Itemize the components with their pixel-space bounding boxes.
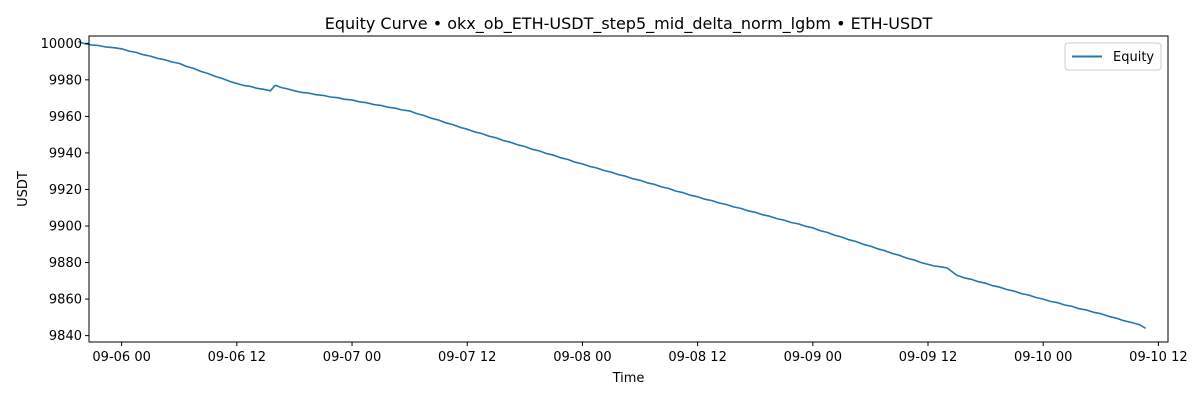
axes-frame xyxy=(88,35,1169,343)
x-tick-label: 09-07 00 xyxy=(323,350,381,365)
x-tick-label: 09-06 12 xyxy=(208,350,266,365)
y-tick-label: 9940 xyxy=(49,146,82,161)
y-tick-label: 9840 xyxy=(49,329,82,344)
y-axis-title: USDT xyxy=(16,171,31,207)
legend-box xyxy=(1064,42,1162,71)
x-tick-label: 09-10 12 xyxy=(1129,350,1187,365)
y-axis: 9840 9860 9880 9900 9920 9940 9960 9980 10000 xyxy=(41,37,89,344)
x-tick-label: 09-08 12 xyxy=(668,350,726,365)
y-tick-label: 9980 xyxy=(49,73,82,88)
x-tick-label: 09-06 00 xyxy=(92,350,150,365)
x-tick-label: 09-07 12 xyxy=(438,350,496,365)
chart-title: Equity Curve • okx_ob_ETH-USDT_step5_mid… xyxy=(325,14,933,34)
x-tick-label: 09-09 00 xyxy=(784,350,842,365)
x-axis: 09-06 00 09-06 12 09-07 00 09-07 12 09-08 00… xyxy=(92,342,1188,365)
legend-label-equity: Equity xyxy=(1113,50,1154,65)
x-tick-label: 09-09 12 xyxy=(899,350,957,365)
x-tick-label: 09-08 00 xyxy=(553,350,611,365)
y-tick-label: 9880 xyxy=(49,256,82,271)
plot-area xyxy=(78,40,1147,329)
legend: Equity xyxy=(1064,42,1162,71)
y-tick-label: 9920 xyxy=(49,183,82,198)
x-axis-title: Time xyxy=(612,371,645,386)
x-tick-label: 09-10 00 xyxy=(1014,350,1072,365)
y-tick-label: 9860 xyxy=(49,293,82,308)
series-line-equity xyxy=(78,40,1147,329)
y-tick-label: 9900 xyxy=(49,219,82,234)
y-tick-label: 9960 xyxy=(49,110,82,125)
y-tick-label: 10000 xyxy=(41,37,82,52)
